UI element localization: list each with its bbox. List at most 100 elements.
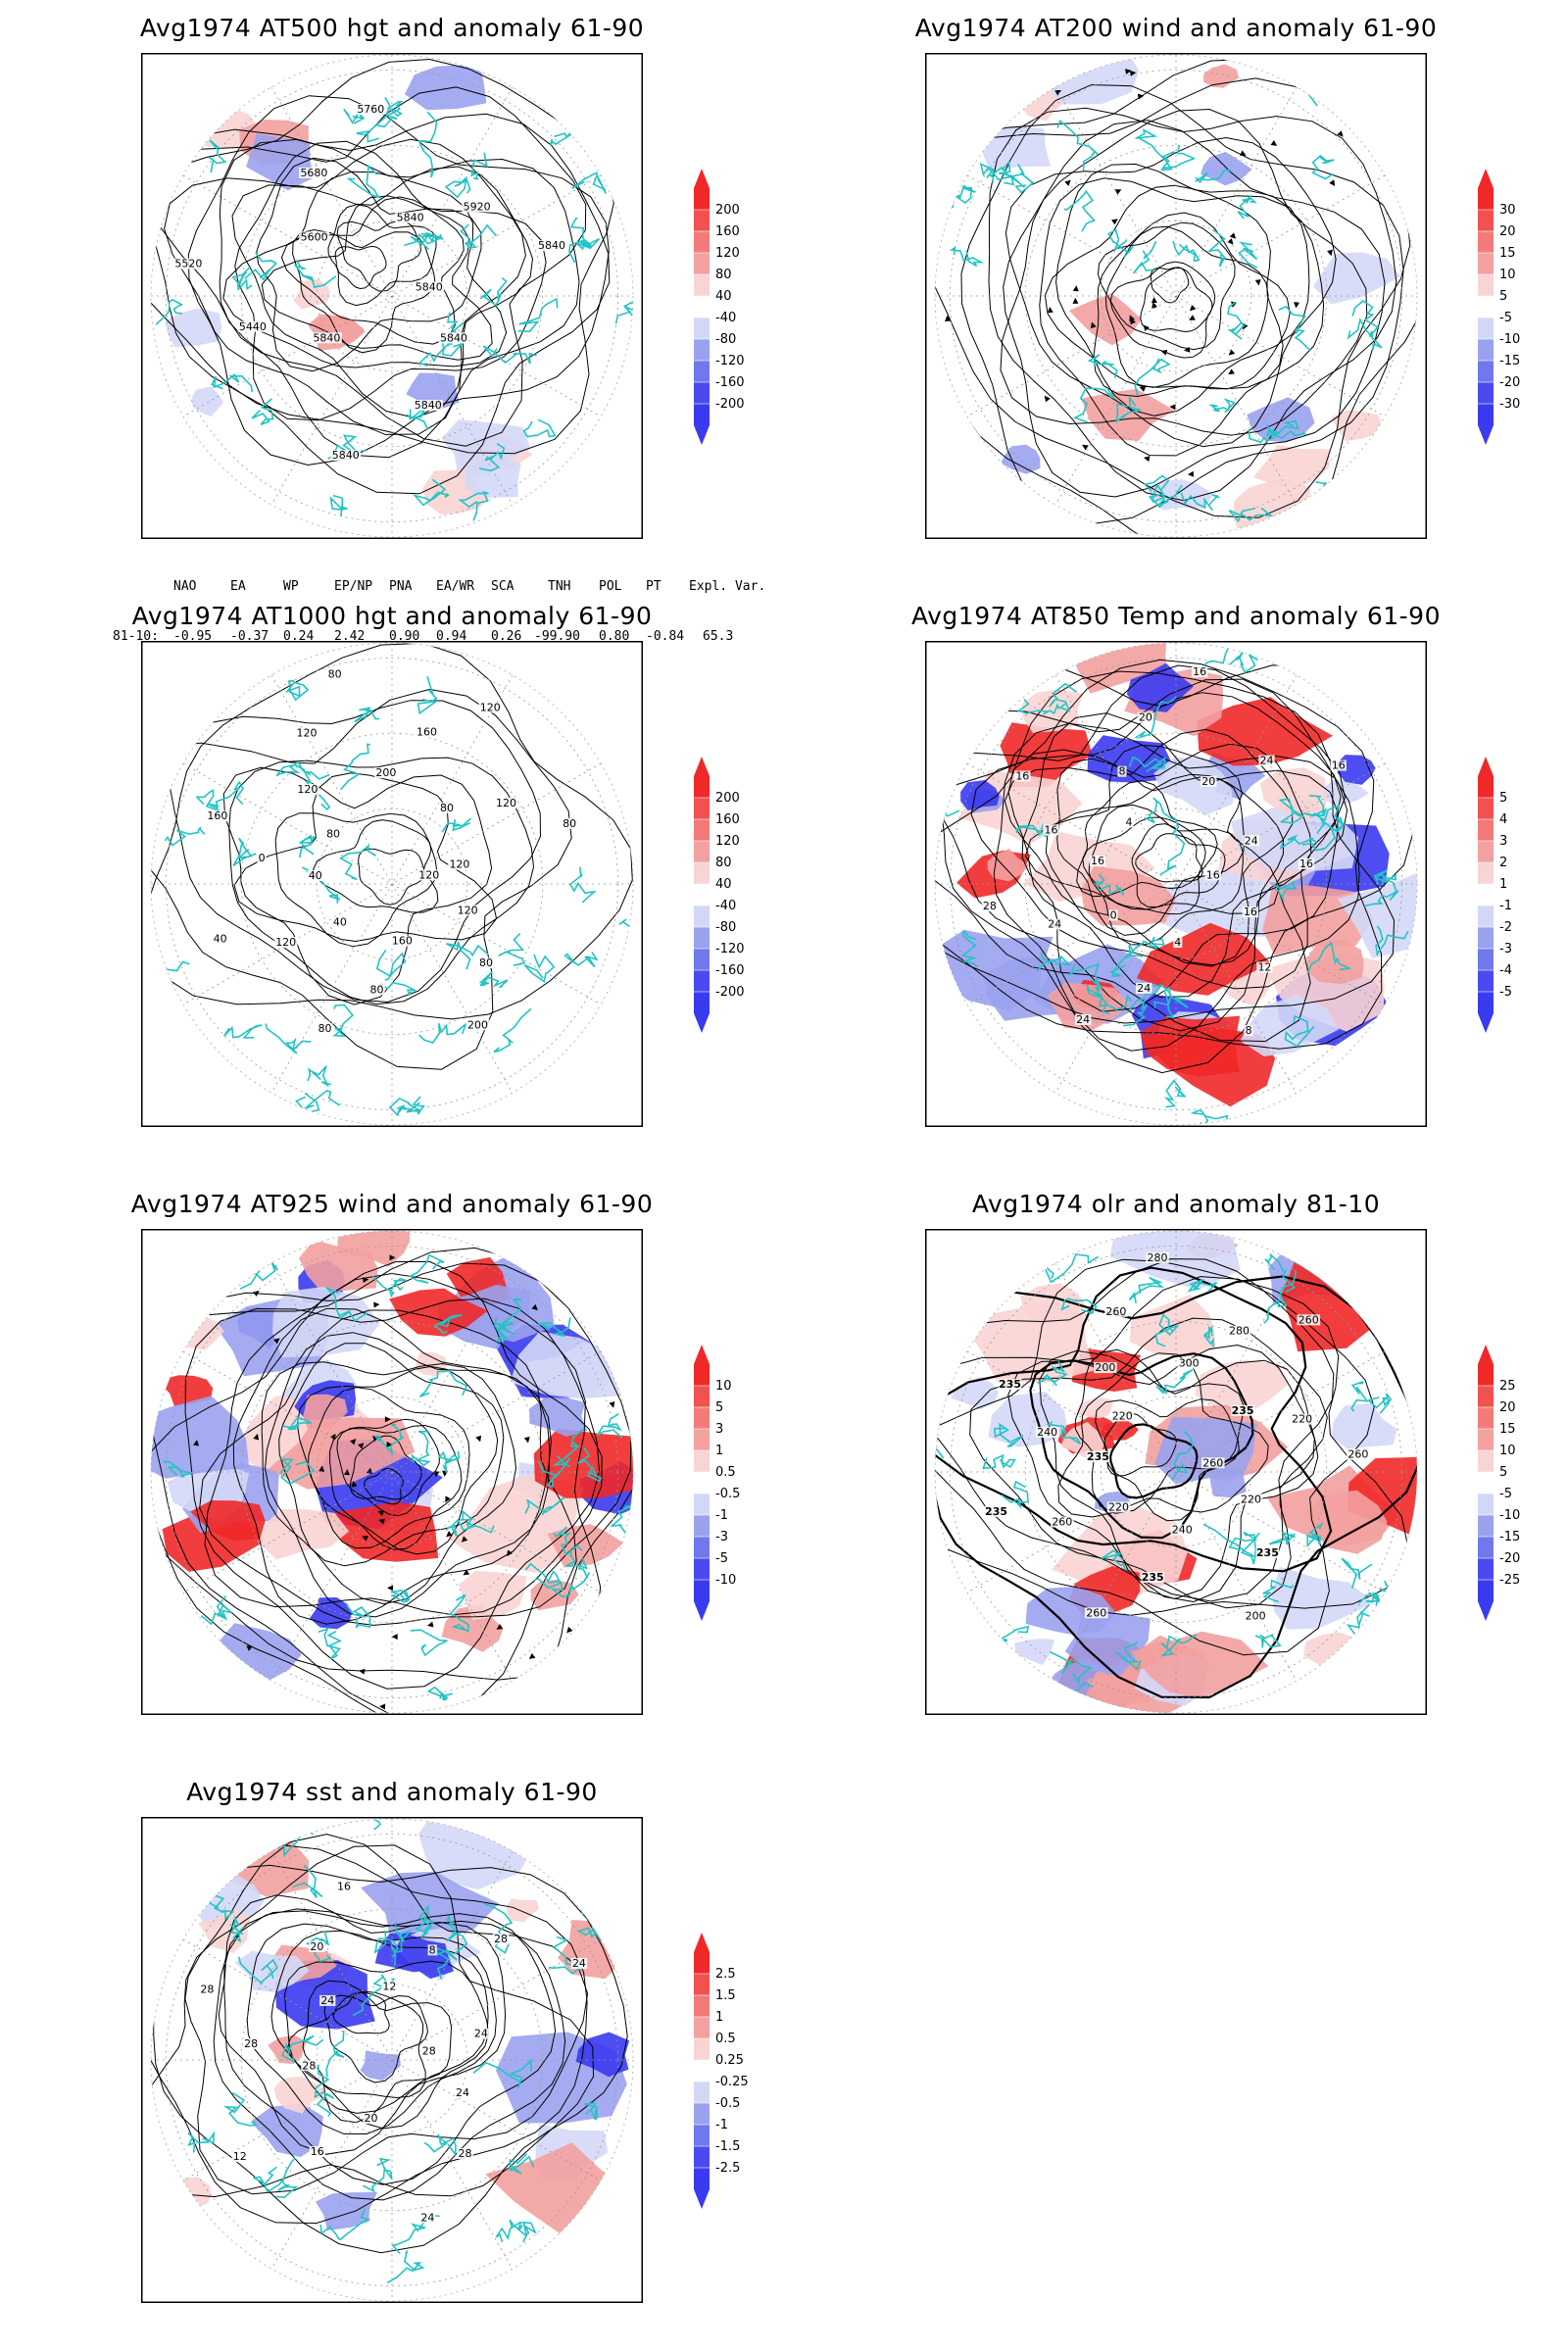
contour-label: 8 (1246, 1024, 1252, 1037)
contour-label: 240 (1172, 1523, 1193, 1536)
anomaly-shading-patch (1109, 1231, 1242, 1291)
legend-label: 1 (715, 1444, 723, 1458)
legend-swatch (1478, 231, 1494, 253)
coastline (1268, 1530, 1296, 1545)
anomaly-shading-patch (1076, 1397, 1114, 1419)
contour-line (1021, 712, 1339, 1012)
flow-arrowhead (1152, 302, 1157, 309)
coastline (373, 1930, 399, 1959)
legend-swatch (1478, 1407, 1494, 1429)
legend-label: -2.5 (715, 2161, 740, 2176)
flow-arrowhead (1072, 285, 1079, 292)
flow-arrowhead (1189, 315, 1196, 320)
map-svg: 120 120 80 200 160 80 80 40 120 40 40 0 160 80 120 120 8… (141, 641, 643, 1127)
legend-label: -10 (715, 1573, 736, 1588)
anomaly-shading-patch (1259, 767, 1327, 823)
coastline (1087, 354, 1118, 378)
legend-swatch (1478, 188, 1494, 210)
coastline (1341, 1557, 1373, 1590)
coastline (1154, 1313, 1180, 1348)
coastline (1278, 798, 1305, 824)
streamline (960, 84, 1404, 525)
coastline (470, 152, 488, 180)
coastline (1050, 1650, 1093, 1685)
meridian-line (270, 1850, 514, 2270)
legend-swatch (694, 2038, 710, 2060)
coastline (565, 1549, 589, 1579)
index-pna-value: 0.90 (389, 629, 420, 644)
coastline (1001, 1480, 1029, 1509)
panel-w200: Avg1974 AT200 wind and anomaly 61-90 30 2… (784, 0, 1568, 588)
coastline (237, 1956, 278, 1984)
anomaly-shading-patch (1200, 152, 1252, 186)
panel-title: Avg1974 AT500 hgt and anomaly 61-90 (139, 14, 645, 42)
flow-arrowhead (496, 1624, 504, 1630)
coastline (354, 707, 380, 723)
legend-swatch (694, 819, 710, 841)
coastline (293, 260, 337, 289)
coastline (339, 844, 376, 881)
coastline (314, 2064, 335, 2117)
anomaly-shading-patch (250, 2103, 323, 2157)
legend-swatch (694, 1494, 710, 1515)
anomaly-shading-patch (1203, 64, 1240, 88)
contour-label: 5680 (300, 167, 327, 179)
anomaly-shading-patch (960, 1302, 1095, 1383)
coastline (1101, 1548, 1127, 1571)
anomaly-shading-patch (960, 780, 1000, 811)
coastline (375, 949, 407, 981)
contour-line (1088, 804, 1244, 946)
coastline (276, 1092, 320, 1123)
flow-arrowhead (378, 1518, 385, 1525)
contour-label: 5440 (239, 320, 267, 333)
index-nao-value: -0.95 (173, 629, 213, 644)
contour-label: 220 (1112, 1409, 1133, 1422)
contour-label: 235 (985, 1505, 1007, 1518)
legend-swatch (694, 1952, 710, 1974)
coastline (1367, 1393, 1393, 1414)
legend-svg: 2.5 1.5 1 0.5 0.25 -0.25 -0.5 -1 -1.5 -2.5 (694, 1933, 749, 2209)
legend-label: 1 (715, 2010, 723, 2025)
legend-swatch (1478, 970, 1494, 992)
coastline (265, 1023, 312, 1054)
index-tnh-value: -99.90 (534, 629, 580, 644)
flow-arrowhead (1124, 69, 1132, 74)
coastline (1046, 1421, 1081, 1445)
index-wp-value: 0.24 (283, 629, 315, 644)
contour-label: 16 (1193, 665, 1206, 678)
map-frame (141, 53, 643, 539)
legend-label: 120 (715, 834, 740, 849)
legend-arrow-top (1478, 1345, 1494, 1364)
coastline (411, 1430, 431, 1467)
legend-swatch (694, 927, 710, 949)
anomaly-shading-patch (293, 279, 330, 310)
legend-label: -120 (715, 942, 745, 956)
flow-arrowhead (1327, 249, 1333, 257)
contour-label: 5920 (464, 201, 491, 214)
legend-swatch (694, 2060, 710, 2082)
coastline (332, 1004, 355, 1037)
index-nao-label: NAO (173, 579, 197, 594)
coastline (614, 300, 633, 324)
contour-line (228, 757, 535, 1005)
contour-line (274, 812, 438, 948)
anomaly-shading-patch (298, 1239, 378, 1291)
streamline (1055, 163, 1310, 416)
flow-arrowhead (1227, 238, 1234, 245)
anomaly-shading-patch (1022, 689, 1084, 733)
contour-label: 5840 (313, 331, 340, 344)
contour-label: 5760 (357, 103, 384, 116)
legend-label: 10 (715, 1379, 732, 1394)
legend-label: 80 (715, 856, 732, 870)
contour-label: 0 (259, 852, 266, 864)
contour-line (1108, 1423, 1199, 1499)
contour-label: 120 (418, 868, 439, 881)
legend-swatch (1478, 949, 1494, 970)
anomaly-shading-patch (1086, 1665, 1152, 1705)
coastline (1302, 795, 1328, 817)
flow-arrowhead (193, 1440, 200, 1446)
coastline (243, 252, 277, 281)
legend-label: -200 (715, 397, 745, 412)
coastline (409, 1253, 445, 1284)
legend-arrow-bottom (694, 1601, 710, 1621)
